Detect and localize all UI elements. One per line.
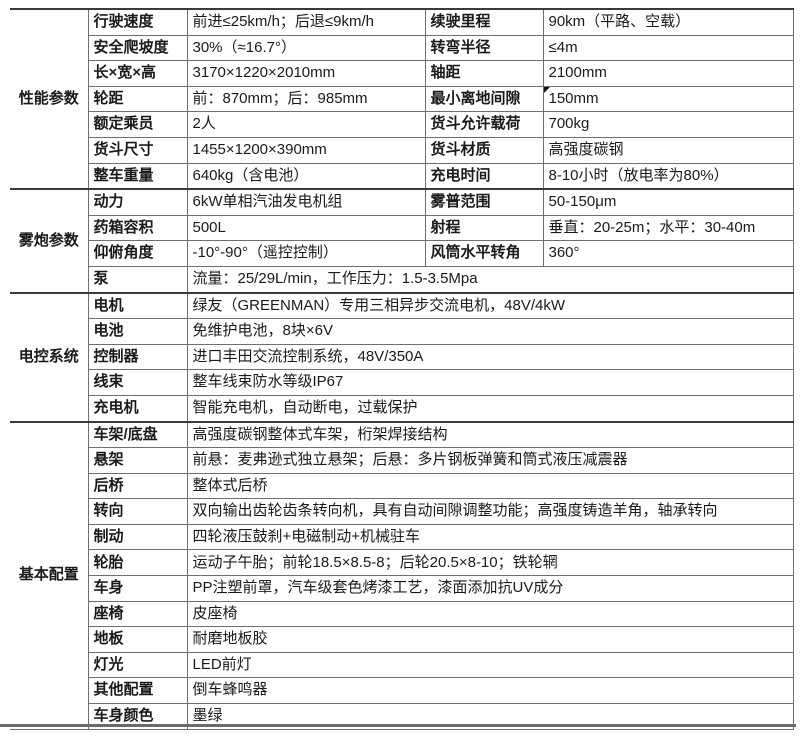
spec-value: 耐磨地板胶 [186,626,794,653]
spec-value: 免维护电池，8块×6V [186,318,794,345]
spec-value: 50-150μm [542,188,794,216]
page-bottom-rule [0,724,796,727]
spec-label: 风筒水平转角 [424,240,544,267]
spec-value: 30%（≈16.7°） [186,34,426,62]
spec-value: 四轮液压鼓刹+电磁制动+机械驻车 [186,523,794,551]
spec-value: 皮座椅 [186,600,794,628]
spec-label: 轴距 [424,60,544,87]
spec-label: 轮距 [87,85,188,113]
spec-label: 轮胎 [87,549,188,577]
spec-label: 最小离地间隙 [424,85,544,113]
spec-value: 智能充电机，自动断电，过载保护 [186,394,794,423]
section-name: 基本配置 [10,420,89,730]
spec-label: 泵 [87,265,188,294]
spec-label: 电机 [87,291,188,320]
spec-value: -10°-90°（遥控控制） [186,240,426,267]
spec-label: 续驶里程 [424,7,544,36]
spec-value: 2人 [186,111,426,138]
spec-label: 后桥 [87,472,188,500]
spec-value: 500L [186,214,426,242]
spec-value: 高强度碳钢整体式车架，桁架焊接结构 [186,420,794,449]
spec-value: 整体式后桥 [186,472,794,500]
section-name: 电控系统 [10,291,89,422]
spec-value: ≤4m [542,34,794,62]
spec-value: 垂直：20-25m；水平：30-40m [542,214,794,242]
spec-label: 充电机 [87,394,188,423]
cell-corner-marker-icon [544,87,551,93]
spec-label: 电池 [87,318,188,345]
spec-label: 整车重量 [87,162,188,190]
spec-value: 700kg [542,111,794,138]
spec-value: PP注塑前罩，汽车级套色烤漆工艺，漆面添加抗UV成分 [186,575,794,602]
spec-table: 性能参数 行驶速度 前进≤25km/h；后退≤9km/h 续驶里程 90km（平路、空载… [10,7,794,730]
spec-value: LED前灯 [186,651,794,679]
spec-value: 2100mm [542,60,794,87]
spec-value: 640kg（含电池） [186,162,426,190]
spec-label: 其他配置 [87,677,188,705]
spec-value: 进口丰田交流控制系统，48V/350A [186,343,794,371]
spec-label: 额定乘员 [87,111,188,138]
spec-label: 转弯半径 [424,34,544,62]
spec-value: 绿友（GREENMAN）专用三相异步交流电机，48V/4kW [186,291,794,320]
spec-value: 1455×1200×390mm [186,136,426,164]
spec-label: 控制器 [87,343,188,371]
section-name: 性能参数 [10,7,89,190]
spec-value: 整车线束防水等级IP67 [186,369,794,396]
spec-value: 双向输出齿轮齿条转向机，具有自动间隙调整功能；高强度铸造羊角，轴承转向 [186,498,794,525]
spec-value: 前进≤25km/h；后退≤9km/h [186,7,426,36]
spec-label: 货斗允许载荷 [424,111,544,138]
spec-label: 安全爬坡度 [87,34,188,62]
spec-label: 货斗尺寸 [87,136,188,164]
spec-value: 90km（平路、空载） [542,7,794,36]
spec-label: 地板 [87,626,188,653]
spec-label: 转向 [87,498,188,525]
spec-label: 线束 [87,369,188,396]
spec-label: 射程 [424,214,544,242]
spec-label: 动力 [87,188,188,216]
spec-label: 悬架 [87,447,188,474]
spec-value: 360° [542,240,794,267]
spec-label: 车架/底盘 [87,420,188,449]
spec-label: 货斗材质 [424,136,544,164]
spec-label: 仰俯角度 [87,240,188,267]
spec-label: 灯光 [87,651,188,679]
spec-value: 6kW单相汽油发电机组 [186,188,426,216]
spec-label: 座椅 [87,600,188,628]
spec-label: 充电时间 [424,162,544,190]
section-name: 雾炮参数 [10,188,89,294]
spec-value: 前悬：麦弗逊式独立悬架；后悬：多片钢板弹簧和筒式液压减震器 [186,447,794,474]
spec-value: 前：870mm；后：985mm [186,85,426,113]
spec-label: 雾普范围 [424,188,544,216]
spec-label: 行驶速度 [87,7,188,36]
spec-label: 制动 [87,523,188,551]
spec-value: 3170×1220×2010mm [186,60,426,87]
spec-label: 长×宽×高 [87,60,188,87]
spec-value: 高强度碳钢 [542,136,794,164]
spec-value: 倒车蜂鸣器 [186,677,794,705]
spec-value: 运动子午胎；前轮18.5×8.5-8；后轮20.5×8-10；铁轮辋 [186,549,794,577]
spec-value: 流量：25/29L/min，工作压力：1.5-3.5Mpa [186,265,794,294]
spec-label: 车身 [87,575,188,602]
spec-table-body: 性能参数 行驶速度 前进≤25km/h；后退≤9km/h 续驶里程 90km（平路、空载… [10,7,794,730]
spec-value: 8-10小时（放电率为80%） [542,162,794,190]
spec-label: 药箱容积 [87,214,188,242]
spec-value: 150mm [542,85,794,113]
